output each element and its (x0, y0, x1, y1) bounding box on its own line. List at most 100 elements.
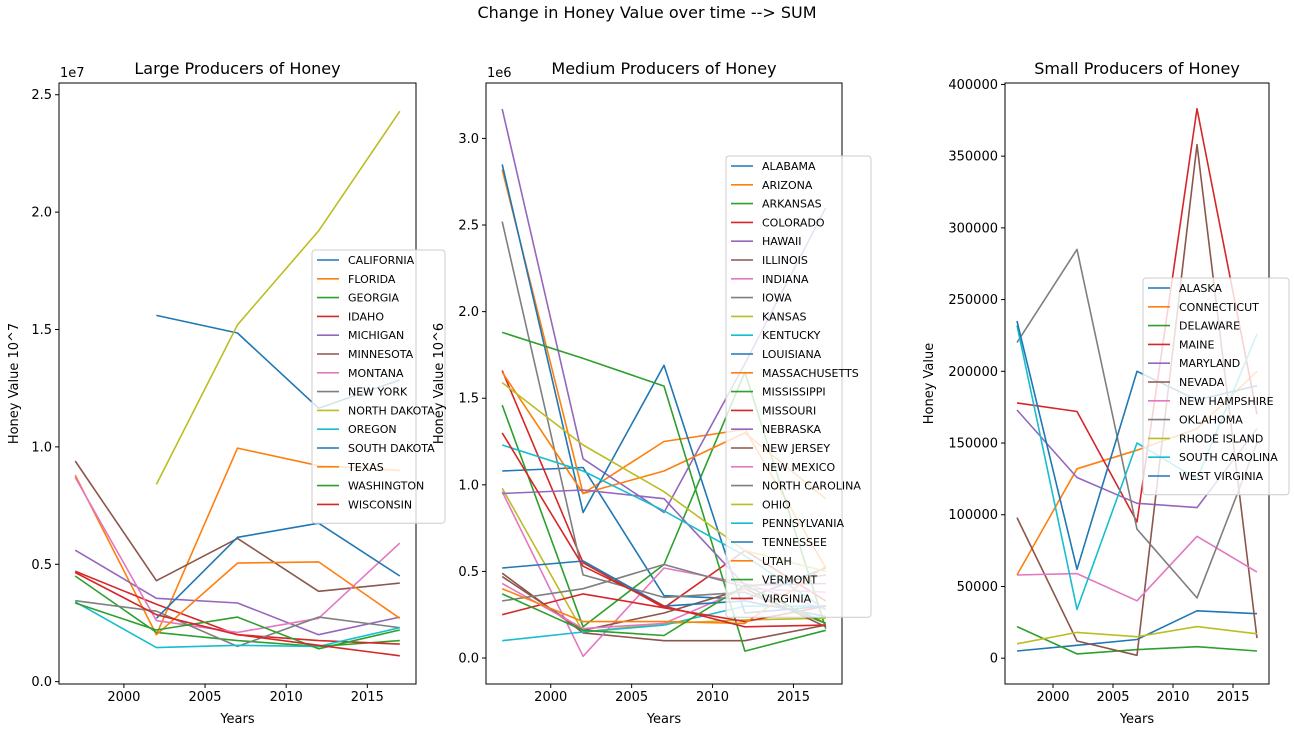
y-tick-label: 0 (990, 652, 998, 667)
legend-label: NEVADA (1179, 376, 1225, 389)
legend-label: COLORADO (762, 216, 825, 229)
y-tick-label: 50000 (957, 580, 998, 595)
y-tick-label: 0.0 (458, 652, 479, 667)
y-tick-label: 2.5 (31, 88, 52, 103)
legend-label: ILLINOIS (762, 254, 808, 267)
legend-label: CONNECTICUT (1179, 301, 1259, 314)
y-tick-label: 1.5 (31, 323, 52, 338)
legend-label: NEW HAMPSHIRE (1179, 395, 1274, 408)
y-tick-label: 400000 (948, 78, 998, 93)
series-line (75, 599, 400, 648)
series-line (1016, 248, 1258, 599)
series-line (74, 477, 401, 634)
legend-label: MARYLAND (1179, 357, 1240, 370)
x-tick-label: 2000 (534, 690, 567, 705)
legend-label: MONTANA (348, 367, 404, 380)
legend-label: TEXAS (347, 461, 384, 474)
legend: CALIFORNIA FLORIDA GEORGIA IDAHO MICHIGAN MIN… (311, 249, 446, 524)
legend-box (311, 249, 446, 524)
legend-label: ALABAMA (762, 160, 816, 173)
series-line (74, 549, 400, 636)
x-tick-label: 2010 (1156, 690, 1189, 705)
legend-label: INDIANA (762, 273, 809, 286)
chart-panel-1: 2000 2005 2010 2015 0.0 0.5 1.0 1.5 2.0 2.5 1e7 Lar… (7, 59, 446, 727)
legend-box (1142, 277, 1290, 496)
chart-panel-3: 2000 2005 2010 2015 0 50000 100000 150000 200000… (922, 59, 1290, 727)
legend-label: MAINE (1179, 338, 1214, 351)
y-tick-label: 300000 (948, 221, 998, 236)
legend-label: FLORIDA (348, 273, 396, 286)
legend-label: DELAWARE (1179, 320, 1240, 333)
legend-label: NORTH CAROLINA (762, 480, 861, 493)
y-tick-label: 1.5 (458, 392, 479, 407)
legend-box (725, 155, 872, 618)
series-line (74, 602, 400, 650)
y-tick-label: 1.0 (458, 478, 479, 493)
legend-label: OREGON (348, 423, 397, 436)
series-line (1016, 609, 1258, 652)
legend-label: IOWA (762, 292, 792, 305)
x-tick-label: 2010 (696, 690, 729, 705)
series-line (74, 575, 400, 648)
legend-label: SOUTH DAKOTA (348, 442, 435, 455)
legend-label: NEW MEXICO (762, 461, 835, 474)
legend-label: UTAH (762, 555, 792, 568)
y-offset-text: 1e7 (60, 66, 85, 81)
y-axis-label: Honey Value 10^6 (432, 323, 447, 444)
series-line (501, 331, 826, 652)
x-tick-label: 2005 (188, 690, 221, 705)
legend-label: WASHINGTON (348, 480, 424, 493)
y-tick-label: 100000 (948, 508, 998, 523)
legend-label: KANSAS (762, 310, 806, 323)
legend-label: GEORGIA (348, 292, 400, 305)
y-tick-label: 0.5 (458, 565, 479, 580)
x-tick-label: 2015 (351, 690, 384, 705)
legend-label: MISSISSIPPI (762, 386, 826, 399)
legend-label: VIRGINIA (762, 592, 812, 605)
legend-label: ALASKA (1179, 282, 1222, 295)
x-tick-label: 2000 (107, 690, 140, 705)
y-tick-label: 350000 (948, 150, 998, 165)
y-tick-label: 2.0 (458, 305, 479, 320)
legend-label: RHODE ISLAND (1179, 432, 1263, 445)
legend-label: ARKANSAS (762, 198, 822, 211)
x-axis-label: Years (219, 712, 255, 727)
x-tick-label: 2005 (1096, 690, 1129, 705)
legend-label: MICHIGAN (348, 329, 404, 342)
y-tick-label: 2.5 (458, 219, 479, 234)
y-tick-label: 0.0 (31, 675, 52, 690)
y-tick-label: 2.0 (31, 206, 52, 221)
x-axis-label: Years (646, 712, 682, 727)
legend-label: PENNSYLVANIA (762, 517, 844, 530)
y-tick-label: 150000 (948, 437, 998, 452)
legend-label: NORTH DAKOTA (348, 404, 435, 417)
legend-label: SOUTH CAROLINA (1179, 451, 1278, 464)
legend-label: MISSOURI (762, 404, 816, 417)
figure-title: Change in Honey Value over time --> SUM (477, 3, 817, 22)
legend-label: NEW YORK (348, 386, 408, 399)
series-line (1016, 108, 1258, 523)
y-offset-text: 1e6 (487, 66, 512, 81)
x-tick-label: 2000 (1036, 690, 1069, 705)
legend-label: LOUISIANA (762, 348, 822, 361)
legend-label: NEBRASKA (762, 423, 821, 436)
legend-label: HAWAII (762, 235, 801, 248)
series-line (74, 601, 400, 649)
chart-title: Large Producers of Honey (134, 59, 340, 78)
y-tick-label: 0.5 (31, 558, 52, 573)
series-line (155, 522, 401, 619)
y-axis-label: Honey Value 10^7 (7, 323, 22, 444)
legend-label: OHIO (762, 498, 791, 511)
chart-title: Small Producers of Honey (1034, 59, 1240, 78)
legend-label: VERMONT (762, 574, 817, 587)
x-tick-label: 2015 (777, 690, 810, 705)
legend-label: OKLAHOMA (1179, 414, 1243, 427)
legend-label: NEW JERSEY (762, 442, 830, 455)
legend-label: WISCONSIN (348, 498, 412, 511)
y-tick-label: 200000 (948, 365, 998, 380)
x-tick-label: 2005 (615, 690, 648, 705)
series-line (155, 110, 401, 485)
x-tick-label: 2015 (1216, 690, 1249, 705)
